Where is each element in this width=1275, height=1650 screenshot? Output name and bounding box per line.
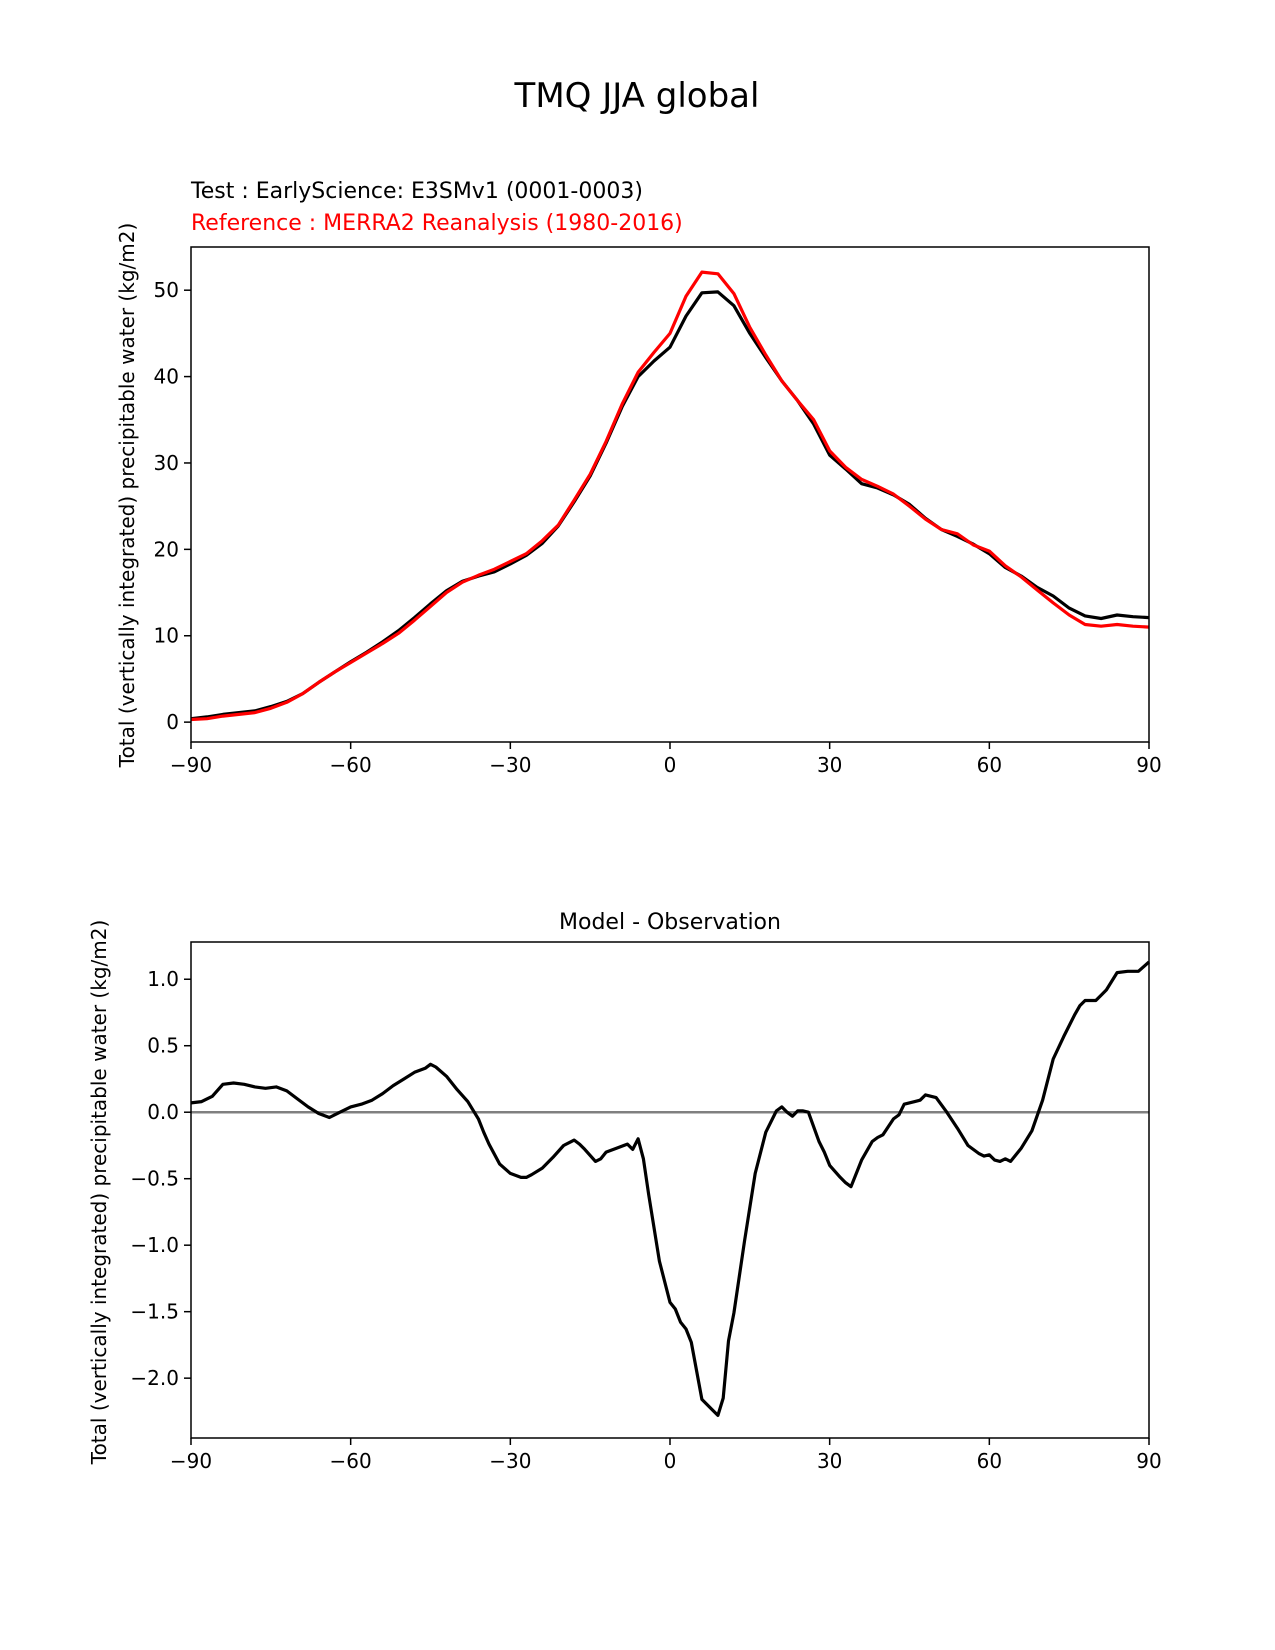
bottom-y-tick-label: −1.0 xyxy=(130,1233,179,1257)
bottom-series-model-observation xyxy=(190,960,1151,1417)
test-label: Test : EarlyScience: E3SMv1 (0001-0003) xyxy=(190,179,643,204)
top-axes-frame xyxy=(190,246,1150,743)
bottom-tick-layer: −90 −60 −30 0 30 60 90 1.0 0.5 0.0 −0.5 −1.0 −1.5 −2.… xyxy=(130,967,1161,1473)
bottom-y-tick-label: 1.0 xyxy=(147,967,179,991)
top-y-tick-label: 50 xyxy=(154,278,179,302)
top-y-tick-label: 30 xyxy=(154,451,179,475)
top-line-layer xyxy=(190,270,1150,722)
top-y-tick-label: 40 xyxy=(154,365,179,389)
bottom-x-tick-label: −60 xyxy=(330,1449,372,1473)
bottom-y-tick-label: −0.5 xyxy=(130,1167,179,1191)
bottom-x-tick-label: 30 xyxy=(817,1449,842,1473)
top-y-tick-label: 0 xyxy=(166,710,179,734)
top-x-tick-label: 0 xyxy=(664,753,677,777)
bottom-y-tick-label: 0.5 xyxy=(147,1034,179,1058)
top-ylabel: Total (vertically integrated) precipitab… xyxy=(115,223,139,769)
bottom-x-tick-label: −30 xyxy=(489,1449,531,1473)
top-x-tick-label: 60 xyxy=(977,753,1002,777)
top-x-tick-label: 30 xyxy=(817,753,842,777)
top-x-tick-label: −60 xyxy=(330,753,372,777)
figure-title: TMQ JJA global xyxy=(514,76,760,116)
top-series-reference xyxy=(190,270,1150,722)
bottom-y-tick-label: −2.0 xyxy=(130,1366,179,1390)
reference-label: Reference : MERRA2 Reanalysis (1980-2016… xyxy=(191,211,683,236)
bottom-line-layer xyxy=(190,960,1151,1417)
bottom-x-tick-label: 60 xyxy=(977,1449,1002,1473)
difference-title: Model - Observation xyxy=(559,910,781,935)
top-x-tick-label: −90 xyxy=(170,753,212,777)
top-tick-layer: −90 −60 −30 0 30 60 90 0 10 20 30 40 50 xyxy=(154,278,1162,777)
bottom-axes-frame xyxy=(190,941,1150,1439)
bottom-y-tick-label: 0.0 xyxy=(147,1100,179,1124)
bottom-ylabel: Total (vertically integrated) precipitab… xyxy=(87,920,111,1466)
top-x-tick-label: −30 xyxy=(489,753,531,777)
difference-panel: Model - Observation Total (vertically in… xyxy=(87,910,1162,1473)
bottom-y-tick-label: −1.5 xyxy=(130,1300,179,1324)
top-y-tick-label: 10 xyxy=(154,624,179,648)
bottom-x-tick-label: −90 xyxy=(170,1449,212,1473)
bottom-x-tick-label: 0 xyxy=(664,1449,677,1473)
top-x-tick-label: 90 xyxy=(1136,753,1161,777)
bottom-x-tick-label: 90 xyxy=(1136,1449,1161,1473)
test-reference-panel: Test : EarlyScience: E3SMv1 (0001-0003) … xyxy=(115,179,1162,777)
top-y-tick-label: 20 xyxy=(154,537,179,561)
